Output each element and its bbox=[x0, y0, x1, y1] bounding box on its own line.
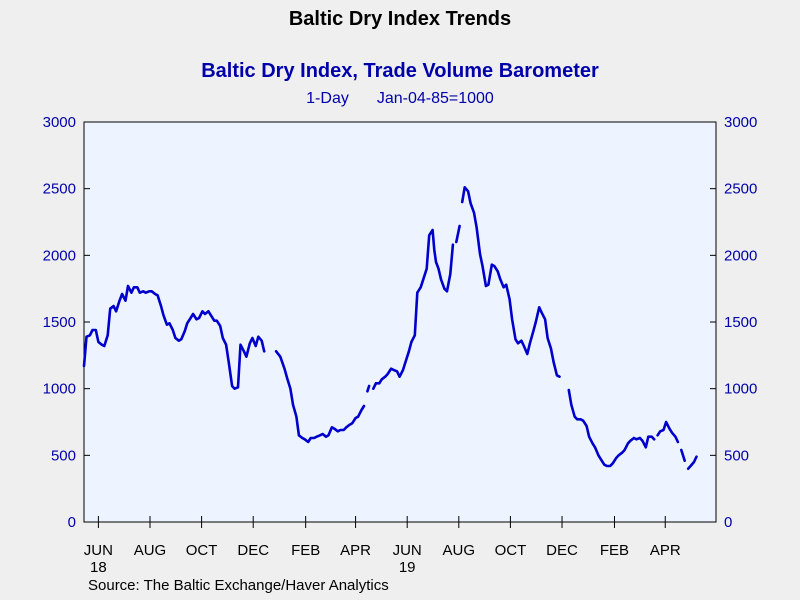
x-tick-label: JUN bbox=[84, 542, 113, 559]
y-tick-label-right: 2000 bbox=[724, 247, 757, 264]
y-tick-label-left: 2500 bbox=[43, 181, 76, 198]
series-line-segment bbox=[460, 186, 561, 379]
y-tick-label-right: 0 bbox=[724, 514, 732, 531]
series-bdi bbox=[82, 186, 698, 471]
x-year-label: 19 bbox=[399, 559, 416, 576]
chart-subtitle: 1-Day Jan-04-85=1000 bbox=[0, 90, 800, 108]
y-tick-label-left: 2000 bbox=[43, 247, 76, 264]
x-tick-label: DEC bbox=[237, 542, 269, 559]
series-line-segment bbox=[686, 455, 698, 471]
y-axis-right: 0 500 1000 1500 2000 2500 3000 bbox=[710, 114, 757, 531]
y-axis-left: 0 500 1000 1500 2000 2500 3000 bbox=[43, 114, 90, 531]
page-title: Baltic Dry Index Trends bbox=[288, 8, 512, 30]
x-tick-label: OCT bbox=[495, 542, 527, 559]
x-tick-label: FEB bbox=[291, 542, 320, 559]
y-tick-label-right: 1500 bbox=[724, 314, 757, 331]
y-tick-label-right: 3000 bbox=[724, 114, 757, 131]
series-line-segment bbox=[371, 228, 455, 391]
series-line-segment bbox=[656, 420, 680, 444]
y-tick-label-left: 0 bbox=[68, 514, 76, 531]
base-label: Jan-04-85=1000 bbox=[376, 90, 494, 107]
y-tick-label-left: 1500 bbox=[43, 314, 76, 331]
frequency-label: 1-Day bbox=[306, 90, 349, 107]
y-tick-label-right: 500 bbox=[724, 447, 749, 464]
y-tick-label-left: 3000 bbox=[43, 114, 76, 131]
series-line-segment bbox=[567, 388, 656, 468]
y-tick-label-left: 1000 bbox=[43, 381, 76, 398]
x-tick-label: AUG bbox=[443, 542, 476, 559]
x-tick-label: OCT bbox=[186, 542, 218, 559]
y-tick-label-right: 2500 bbox=[724, 181, 757, 198]
x-year-label: 18 bbox=[90, 559, 107, 576]
y-tick-label-left: 500 bbox=[51, 447, 76, 464]
x-tick-label: AUG bbox=[134, 542, 167, 559]
series-line-segment bbox=[679, 448, 687, 463]
x-tick-label: JUN bbox=[393, 542, 422, 559]
series-line-segment bbox=[366, 384, 371, 393]
x-tick-label: FEB bbox=[600, 542, 629, 559]
plot-area bbox=[83, 121, 717, 523]
source-note: Source: The Baltic Exchange/Haver Analyt… bbox=[88, 577, 389, 594]
series-line-segment bbox=[274, 349, 366, 444]
x-tick-label: APR bbox=[340, 542, 371, 559]
series-line-segment bbox=[454, 224, 461, 244]
x-tick-label: DEC bbox=[546, 542, 578, 559]
x-tick-label: APR bbox=[650, 542, 681, 559]
chart-title: Baltic Dry Index, Trade Volume Barometer bbox=[201, 60, 599, 82]
series-line-segment bbox=[82, 284, 266, 391]
y-tick-label-right: 1000 bbox=[724, 381, 757, 398]
